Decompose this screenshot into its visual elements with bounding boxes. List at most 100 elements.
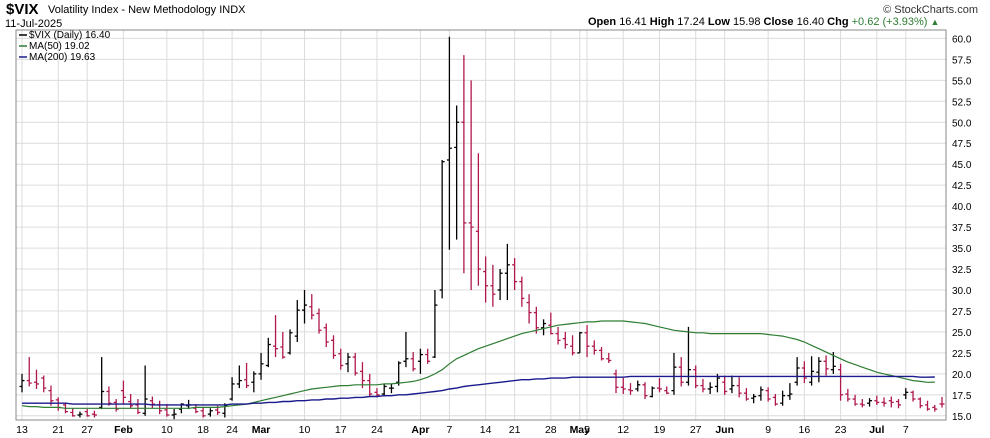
ohlc-bar — [439, 160, 445, 299]
ohlc-bar — [19, 373, 25, 393]
ohlc-bar — [26, 357, 32, 387]
ohlc-bar — [555, 326, 561, 345]
ma50-line — [21, 320, 935, 409]
ohlc-bar — [287, 329, 293, 355]
grid-lines — [16, 30, 946, 420]
ohlc-bar — [772, 394, 778, 406]
ohlc-bar — [106, 386, 112, 406]
x-tick-label: 21 — [509, 424, 521, 436]
ohlc-bar — [787, 383, 793, 400]
x-tick-label: 27 — [690, 424, 702, 436]
y-tick-label: 30.0 — [952, 286, 972, 297]
x-tick-label: 10 — [161, 424, 173, 436]
x-tick-label: Jun — [715, 424, 734, 436]
ohlc-bar — [809, 356, 815, 386]
x-tick-label: 13 — [16, 424, 28, 436]
ohlc-bar — [236, 365, 242, 389]
y-axis-labels: 15.0 17.5 20.0 22.5 25.0 27.5 30.0 32.5 35.0 37.5… — [952, 34, 972, 422]
ohlc-bar — [483, 256, 489, 303]
high-value: 17.24 — [677, 16, 705, 28]
ohlc-bar — [548, 312, 554, 335]
chg-value: +0.62 (+3.93%) — [851, 16, 928, 28]
ohlc-bar — [48, 385, 54, 406]
ohlc-bar — [309, 294, 315, 320]
x-tick-label: Feb — [114, 424, 133, 436]
ohlc-bar — [925, 400, 931, 411]
ohlc-bar — [606, 352, 612, 363]
ohlc-bar — [939, 397, 945, 408]
ohlc-bars — [19, 36, 945, 420]
copyright-text: © StockCharts.com — [883, 4, 978, 16]
ohlc-bar — [207, 408, 213, 417]
x-tick-label: 27 — [81, 424, 93, 436]
x-tick-label: 16 — [799, 424, 811, 436]
y-tick-label: 32.5 — [952, 265, 972, 276]
chart-description: Volatility Index - New Methodology INDX — [48, 4, 246, 16]
ohlc-bar — [896, 399, 902, 409]
x-tick-label: 7 — [446, 424, 452, 436]
ohlc-bar — [461, 55, 467, 274]
y-tick-label: 35.0 — [952, 244, 972, 255]
ohlc-bar — [917, 397, 923, 409]
ohlc-bar — [359, 362, 365, 389]
x-tick-label: 24 — [371, 424, 383, 436]
ohlc-bar — [867, 398, 873, 407]
x-tick-label: 17 — [335, 424, 347, 436]
ohlc-bar — [490, 264, 496, 307]
ohlc-bar — [128, 394, 134, 409]
ohlc-bar — [599, 347, 605, 361]
ohlc-bar — [323, 323, 329, 348]
ohlc-bar — [229, 377, 235, 401]
up-triangle-icon: ▲ — [930, 17, 940, 27]
x-tick-label: 10 — [299, 424, 311, 436]
ohlc-bar — [888, 396, 894, 408]
ohlc-bar — [55, 397, 61, 411]
x-tick-label: 21 — [52, 424, 64, 436]
y-tick-label: 42.5 — [952, 181, 972, 192]
legend-item: $VIX (Daily) 16.40 — [19, 30, 111, 41]
ohlc-bar — [468, 80, 474, 290]
ohlc-bar — [881, 397, 887, 407]
ohlc-bar — [758, 386, 764, 401]
ohlc-bar — [656, 378, 662, 393]
ohlc-bar — [396, 361, 402, 386]
ohlc-bar — [613, 369, 619, 394]
ohlc-bar — [99, 357, 105, 410]
legend-label: MA(50) 19.02 — [29, 41, 90, 52]
x-tick-label: Jul — [869, 424, 884, 436]
ohlc-bar — [84, 409, 90, 417]
ohlc-bar — [330, 335, 336, 359]
chart-symbol: $VIX — [6, 1, 39, 18]
legend-label: MA(200) 19.63 — [29, 52, 96, 63]
ohlc-bar — [410, 352, 416, 372]
ohlc-bar — [845, 388, 851, 402]
symbol-description: Volatility Index - New Methodology — [48, 4, 217, 16]
ohlc-bar — [432, 290, 438, 358]
low-label: Low — [707, 16, 730, 28]
ohlc-bar — [200, 407, 206, 418]
ohlc-bar — [157, 400, 163, 415]
ohlc-bar — [678, 357, 684, 387]
ohlc-bar — [33, 369, 39, 389]
x-tick-label: 28 — [545, 424, 557, 436]
ohlc-bar — [171, 409, 177, 420]
ohlc-bar — [41, 375, 47, 393]
ohlc-bar — [251, 371, 257, 393]
y-tick-label: 60.0 — [952, 34, 972, 45]
ohlc-bar — [801, 361, 807, 384]
low-value: 15.98 — [732, 16, 761, 28]
ohlc-bar — [642, 382, 648, 400]
ma200-line — [22, 375, 935, 406]
ohlc-bar — [932, 404, 938, 412]
y-tick-label: 50.0 — [952, 118, 972, 129]
ohlc-bar — [425, 348, 431, 364]
ohlc-bar — [910, 390, 916, 402]
ohlc-bar — [149, 396, 155, 409]
ohlc-bar — [446, 36, 452, 250]
ohlc-bar — [70, 408, 76, 417]
ohlc-bar — [700, 378, 706, 393]
ohlc-bar — [751, 394, 757, 404]
ohlc-bar — [780, 390, 786, 406]
ohlc-bar — [635, 380, 641, 392]
